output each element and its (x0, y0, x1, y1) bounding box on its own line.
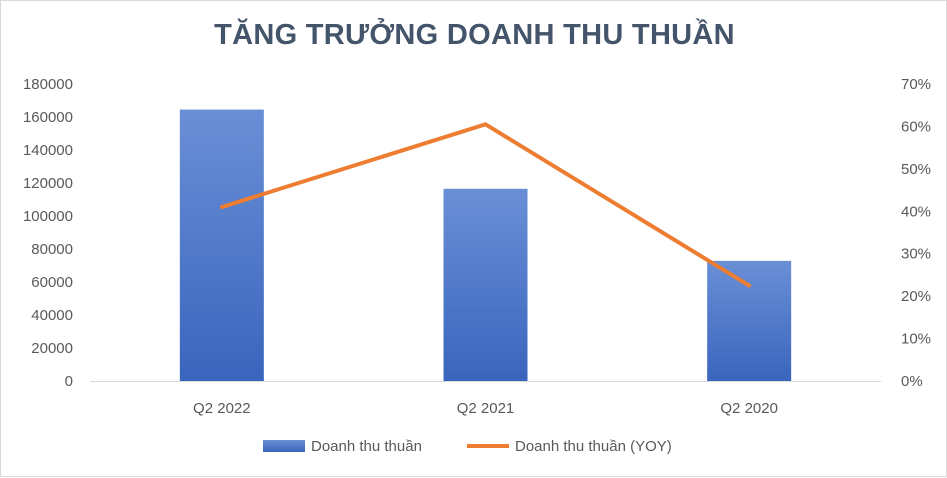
y-right-tick-label: 10% (901, 331, 931, 348)
y-right-tick-label: 20% (901, 288, 931, 305)
bar (707, 260, 792, 381)
y-left-tick-label: 20000 (31, 340, 73, 357)
y-left-tick-label: 80000 (31, 241, 73, 258)
x-category-label: Q2 2022 (193, 400, 251, 417)
bar (443, 188, 528, 381)
y-left-tick-label: 120000 (23, 175, 73, 192)
legend-label-line: Doanh thu thuần (YOY) (515, 438, 672, 455)
line-series-yoy (219, 122, 752, 288)
chart-title: TĂNG TRƯỞNG DOANH THU THUẦN (214, 19, 735, 51)
x-category-label: Q2 2020 (720, 400, 778, 417)
y-left-tick-label: 180000 (23, 76, 73, 93)
y-right-tick-label: 70% (901, 76, 931, 93)
legend-swatch-bar (263, 440, 305, 452)
y-right-tick-label: 40% (901, 203, 931, 220)
y-left-tick-label: 40000 (31, 307, 73, 324)
legend-label-bar: Doanh thu thuần (311, 438, 422, 455)
bar (179, 109, 264, 381)
y-right-tick-label: 0% (901, 373, 923, 390)
y-right-tick-label: 60% (901, 118, 931, 135)
y-left-tick-label: 100000 (23, 208, 73, 225)
y-right-tick-label: 30% (901, 246, 931, 263)
y-left-tick-label: 60000 (31, 274, 73, 291)
y-left-tick-label: 140000 (23, 142, 73, 159)
y-left-tick-label: 160000 (23, 109, 73, 126)
y-left-tick-label: 0 (65, 373, 73, 390)
y-right-tick-label: 50% (901, 161, 931, 178)
x-category-label: Q2 2021 (457, 400, 515, 417)
